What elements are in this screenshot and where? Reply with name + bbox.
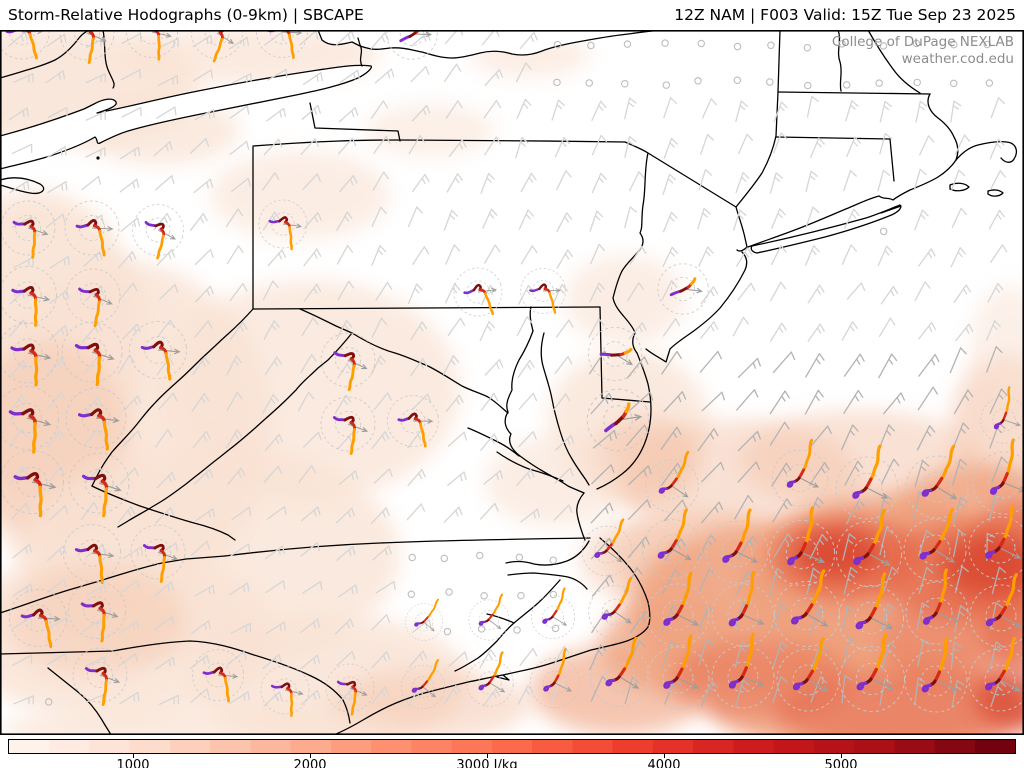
map-area: College of DuPage NEXLAB weather.cod.edu [0, 30, 1024, 735]
colorbar-tick [487, 754, 488, 758]
hodograph-glyph [260, 665, 310, 717]
hodograph-glyph [63, 524, 121, 585]
colorbar-tick [664, 754, 665, 758]
weather-map-canvas [0, 30, 1024, 735]
colorbar-area: 1000 2000 3000 J/kg 4000 5000 [0, 735, 1024, 768]
hodograph-glyph [325, 663, 375, 716]
hodograph-glyph [835, 508, 903, 588]
hodograph-glyph [968, 636, 1024, 712]
hodograph-glyph [657, 263, 709, 315]
hodograph-glyph [520, 268, 566, 314]
hodograph-glyph [65, 268, 121, 328]
hodograph-glyph [904, 636, 968, 713]
hodograph-glyph [468, 593, 510, 641]
hodograph-glyph [972, 438, 1024, 515]
hodograph-glyph [581, 518, 633, 577]
hodograph-glyph [466, 651, 514, 707]
hodograph-glyph [903, 507, 967, 582]
cape-colorbar [8, 739, 1016, 754]
hodograph-glyph [0, 385, 60, 454]
hodograph-glyph [711, 570, 775, 647]
hodograph-glyph [711, 632, 775, 709]
hodograph-glyph [68, 452, 130, 518]
hodograph-glyph [642, 508, 702, 579]
colorbar-tick [841, 754, 842, 758]
colorbar-tick-label: 1000 [116, 758, 150, 768]
hodograph-glyph [453, 267, 503, 317]
hodograph-glyph [837, 572, 905, 652]
model-valid-time: 12Z NAM | F003 Valid: 15Z Tue Sep 23 202… [674, 6, 1016, 24]
colorbar-tick-label: 5000 [824, 758, 858, 768]
hodograph-glyph [191, 30, 243, 63]
colorbar-tick-label: 2000 [293, 758, 327, 768]
hodograph-glyph [320, 332, 376, 392]
map-frame [0, 30, 1024, 735]
product-title: Storm-Relative Hodographs (0-9km) | SBCA… [8, 6, 364, 24]
state-borders-layer [0, 30, 1018, 735]
hodograph-glyph [835, 444, 899, 520]
hodograph-glyph [768, 506, 836, 587]
hodograph-glyph [72, 647, 128, 706]
header-bar: Storm-Relative Hodographs (0-9km) | SBCA… [0, 0, 1024, 30]
hodograph-glyph [586, 388, 650, 452]
hodograph-glyph [0, 449, 65, 518]
hodographs-layer [0, 30, 1024, 717]
hodograph-glyph [387, 395, 439, 448]
watermark-url: weather.cod.edu [901, 51, 1014, 67]
hodograph-glyph [68, 581, 126, 643]
hodograph-glyph [969, 573, 1024, 648]
hodograph-glyph [61, 321, 123, 387]
cape-shading-layer [0, 30, 1024, 735]
hodograph-glyph [130, 524, 186, 583]
wind-barbs-layer [8, 30, 1008, 708]
hodograph-glyph [968, 504, 1024, 580]
hodograph-glyph [646, 634, 710, 710]
hodograph-glyph [771, 438, 829, 507]
hodograph-glyph [9, 589, 67, 649]
hodograph-glyph [0, 200, 56, 259]
hodograph-glyph [0, 322, 59, 387]
colorbar-tick [309, 754, 311, 758]
hodograph-glyph [905, 444, 969, 519]
watermark: College of DuPage NEXLAB weather.cod.edu [832, 34, 1014, 68]
hodograph-glyph [132, 204, 184, 260]
hodograph-glyph [705, 508, 769, 584]
hodograph-glyph [0, 266, 57, 327]
hodograph-glyph [905, 568, 969, 645]
hodograph-glyph [773, 569, 841, 648]
colorbar-tick [132, 754, 134, 758]
colorbar-tick-label: 3000 J/kg [456, 758, 518, 768]
hodograph-glyph [588, 576, 642, 639]
watermark-org: College of DuPage NEXLAB [831, 34, 1014, 50]
hodograph-glyph [838, 633, 906, 713]
hodograph-glyph [530, 587, 576, 640]
colorbar-tick-label: 4000 [647, 758, 681, 768]
hodograph-glyph [646, 571, 710, 647]
